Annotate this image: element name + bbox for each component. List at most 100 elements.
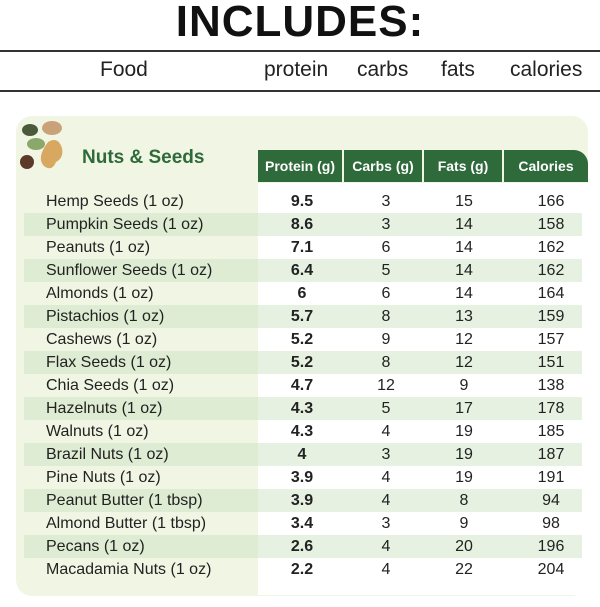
fats-value: 13 (455, 308, 473, 325)
carbs-value: 6 (381, 239, 391, 256)
fats-value: 19 (455, 446, 473, 463)
protein-value: 3.9 (290, 492, 314, 509)
fats-column-bg (424, 183, 504, 595)
carbs-value: 8 (381, 308, 391, 325)
calories-value: 162 (537, 239, 565, 256)
protein-value: 2.2 (290, 561, 314, 578)
carbs-value: 3 (381, 515, 391, 532)
calories-value: 98 (542, 515, 560, 532)
protein-value: 5.2 (290, 354, 314, 371)
food-name: Peanuts (1 oz) (46, 239, 151, 256)
fats-value: 20 (455, 538, 473, 555)
food-name: Pumpkin Seeds (1 oz) (46, 216, 204, 233)
food-name: Pistachios (1 oz) (46, 308, 165, 325)
food-name: Flax Seeds (1 oz) (46, 354, 172, 371)
table-row: Hazelnuts (1 oz) 4.3 5 17 178 (24, 397, 582, 420)
carbs-value: 4 (381, 538, 391, 555)
protein-value: 6.4 (290, 262, 314, 279)
protein-value: 4 (297, 446, 307, 463)
page-title: INCLUDES: (175, 0, 425, 46)
table-row: Pumpkin Seeds (1 oz) 8.6 3 14 158 (24, 213, 582, 236)
fats-value: 12 (455, 354, 473, 371)
protein-value: 6 (297, 285, 307, 302)
protein-value: 3.4 (290, 515, 314, 532)
carbs-value: 4 (381, 492, 391, 509)
table-row: Pistachios (1 oz) 5.7 8 13 159 (24, 305, 582, 328)
food-name: Sunflower Seeds (1 oz) (46, 262, 213, 279)
food-name: Pecans (1 oz) (46, 538, 145, 555)
calories-value: 151 (537, 354, 565, 371)
table-row: Pecans (1 oz) 2.6 4 20 196 (24, 535, 582, 558)
table-row: Macadamia Nuts (1 oz) 2.2 4 22 204 (24, 558, 582, 581)
carbs-value: 8 (381, 354, 391, 371)
carbs-value: 4 (381, 423, 391, 440)
calories-value: 204 (537, 561, 565, 578)
food-name: Chia Seeds (1 oz) (46, 377, 175, 394)
food-name: Almond Butter (1 tbsp) (46, 515, 207, 532)
fats-value: 19 (455, 469, 473, 486)
carbs-header: carbs (357, 58, 409, 81)
food-name: Brazil Nuts (1 oz) (46, 446, 169, 463)
calories-column-header: Calories (504, 150, 588, 182)
protein-value: 3.9 (290, 469, 314, 486)
food-name: Cashews (1 oz) (46, 331, 158, 348)
carbs-value: 3 (381, 446, 391, 463)
protein-column-header: Protein (g) (258, 150, 342, 182)
column-header-bar: Food protein carbs fats calories (0, 50, 600, 92)
table-row: Chia Seeds (1 oz) 4.7 12 9 138 (24, 374, 582, 397)
protein-value: 5.2 (290, 331, 314, 348)
carbs-column-bg (344, 183, 424, 595)
table-row: Flax Seeds (1 oz) 5.2 8 12 151 (24, 351, 582, 374)
calories-value: 159 (537, 308, 565, 325)
table-row: Pine Nuts (1 oz) 3.9 4 19 191 (24, 466, 582, 489)
calories-value: 187 (537, 446, 565, 463)
fats-value: 17 (455, 400, 473, 417)
nuts-seeds-icon (20, 121, 63, 169)
calories-column-bg (504, 183, 588, 595)
fats-value: 14 (455, 262, 473, 279)
protein-column-bg (258, 183, 344, 595)
food-name: Pine Nuts (1 oz) (46, 469, 161, 486)
calories-value: 158 (537, 216, 565, 233)
table-row: Peanut Butter (1 tbsp) 3.9 4 8 94 (24, 489, 582, 512)
carbs-value: 5 (381, 400, 391, 417)
food-name: Walnuts (1 oz) (46, 423, 149, 440)
protein-header: protein (264, 58, 329, 81)
fats-value: 14 (455, 216, 473, 233)
carbs-value: 5 (381, 262, 391, 279)
calories-value: 138 (537, 377, 565, 394)
fats-value: 9 (459, 515, 469, 532)
food-name: Macadamia Nuts (1 oz) (46, 561, 212, 578)
protein-value: 4.7 (290, 377, 314, 394)
protein-value: 7.1 (290, 239, 314, 256)
section-title: Nuts & Seeds (82, 147, 205, 168)
fats-header: fats (441, 58, 475, 81)
table-row: Walnuts (1 oz) 4.3 4 19 185 (24, 420, 582, 443)
carbs-value: 4 (381, 469, 391, 486)
fats-column-header: Fats (g) (424, 150, 502, 182)
protein-value: 4.3 (290, 423, 314, 440)
protein-value: 5.7 (290, 308, 314, 325)
carbs-value: 6 (381, 285, 391, 302)
fats-value: 14 (455, 239, 473, 256)
calories-value: 178 (537, 400, 565, 417)
fats-value: 8 (459, 492, 469, 509)
calories-value: 191 (537, 469, 565, 486)
carbs-value: 3 (381, 216, 391, 233)
protein-value: 9.5 (290, 193, 314, 210)
carbs-column-header: Carbs (g) (344, 150, 422, 182)
carbs-value: 9 (381, 331, 391, 348)
carbs-value: 3 (381, 193, 391, 210)
table-row: Almond Butter (1 tbsp) 3.4 3 9 98 (24, 512, 582, 535)
calories-value: 185 (537, 423, 565, 440)
fats-value: 12 (455, 331, 473, 348)
calories-value: 164 (537, 285, 565, 302)
fats-value: 22 (455, 561, 473, 578)
calories-header: calories (510, 58, 583, 81)
fats-value: 19 (455, 423, 473, 440)
calories-value: 166 (537, 193, 565, 210)
fats-value: 14 (455, 285, 473, 302)
food-name: Hemp Seeds (1 oz) (46, 193, 184, 210)
protein-value: 2.6 (290, 538, 314, 555)
food-name: Hazelnuts (1 oz) (46, 400, 163, 417)
